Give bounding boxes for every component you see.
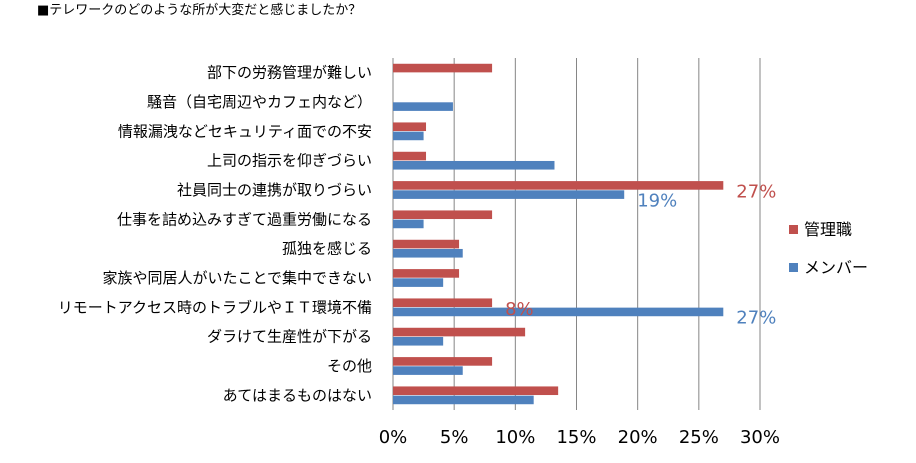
- bar-member: [393, 248, 463, 258]
- category-label: 部下の労務管理が難しい: [207, 64, 372, 82]
- category-label: 家族や同居人がいたことで集中できない: [102, 269, 372, 287]
- category-label: 騒音（自宅周辺やカフェ内など）: [147, 93, 372, 111]
- category-label: 上司の指示を仰ぎづらい: [207, 152, 372, 170]
- legend-label: 管理職: [804, 220, 852, 239]
- bar-manager: [393, 298, 493, 308]
- category-label: 社員同士の連携が取りづらい: [177, 181, 372, 199]
- category-label: 孤独を感じる: [282, 240, 372, 258]
- bar-manager: [393, 386, 559, 396]
- bar-manager: [393, 63, 493, 73]
- x-tick-label: 20%: [618, 427, 658, 448]
- gridlines: [392, 58, 761, 410]
- data-label: 27%: [736, 182, 776, 203]
- x-tick-label: 10%: [495, 427, 535, 448]
- x-tick-label: 5%: [440, 427, 469, 448]
- category-label: ダラけて生産性が下がる: [207, 328, 372, 346]
- x-tick-label: 25%: [679, 427, 719, 448]
- legend-swatch: [789, 225, 798, 234]
- data-label: 19%: [637, 190, 677, 211]
- bar-manager: [393, 151, 427, 161]
- bar-member: [393, 160, 555, 170]
- bar-member: [393, 366, 463, 375]
- legend-swatch: [789, 263, 798, 272]
- bar-member: [393, 336, 444, 346]
- x-tick-labels: 0% 5% 10% 15% 20% 25% 30%: [379, 427, 780, 448]
- bar-manager: [393, 357, 493, 366]
- chart-title: ■テレワークのどのような所が大変だと感じましたか？: [37, 2, 361, 18]
- bar-member: [393, 131, 424, 141]
- bar-manager: [393, 239, 460, 249]
- x-tick-label: 15%: [556, 427, 596, 448]
- legend-label: メンバー: [804, 258, 868, 277]
- data-label: 27%: [736, 308, 776, 329]
- bar-member: [393, 190, 625, 199]
- bar-manager: [393, 210, 493, 220]
- bar-member: [393, 102, 453, 111]
- bar-manager: [393, 122, 427, 132]
- category-label: あてはまるものはない: [223, 386, 372, 404]
- x-tick-label: 30%: [740, 427, 780, 448]
- bar-member: [393, 307, 724, 317]
- bar-manager: [393, 269, 460, 278]
- data-label: 8%: [505, 299, 534, 320]
- data-labels: 27% 19% 8% 27%: [505, 182, 776, 329]
- bars: [393, 63, 724, 405]
- x-tick-label: 0%: [379, 427, 408, 448]
- bar-member: [393, 219, 424, 229]
- bar-member: [393, 395, 534, 405]
- category-label: 仕事を詰め込みすぎて過重労働になる: [117, 210, 372, 228]
- bar-manager: [393, 181, 724, 190]
- category-label: リモートアクセス時のトラブルやＩＴ環境不備: [58, 298, 372, 316]
- category-label: 情報漏洩などセキュリティ面での不安: [118, 122, 372, 140]
- bar-member: [393, 278, 444, 287]
- bar-manager: [393, 327, 526, 337]
- category-label: その他: [327, 357, 372, 375]
